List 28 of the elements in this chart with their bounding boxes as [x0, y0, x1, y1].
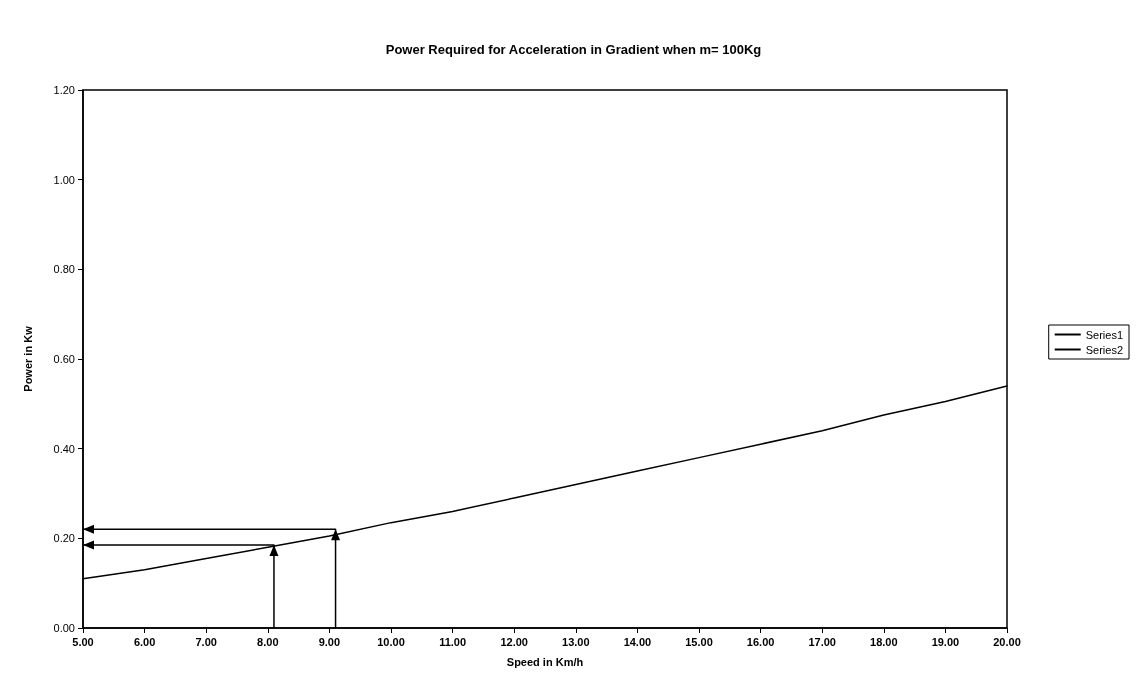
- legend-label: Series2: [1085, 343, 1123, 356]
- y-tick-label: 1.20: [53, 84, 75, 96]
- x-tick-label: 8.00: [257, 635, 279, 648]
- x-tick-label: 10.00: [377, 635, 405, 648]
- y-axis-title: Power in Kw: [21, 325, 34, 392]
- x-tick-label: 15.00: [685, 635, 713, 648]
- legend-label: Series1: [1085, 328, 1123, 341]
- x-tick-label: 6.00: [133, 635, 156, 648]
- x-tick-label: 14.00: [623, 635, 652, 648]
- x-tick-label: 12.00: [500, 635, 528, 648]
- x-tick-label: 13.00: [562, 635, 590, 648]
- x-tick-label: 7.00: [195, 635, 217, 648]
- x-tick-label: 17.00: [808, 635, 836, 648]
- chart-title: Power Required for Acceleration in Gradient when m= 100Kg: [385, 42, 762, 57]
- x-tick-label: 16.00: [746, 635, 775, 648]
- y-tick-label: 0.40: [53, 442, 75, 455]
- y-tick-label: 0.60: [53, 353, 75, 365]
- x-tick-label: 9.00: [318, 635, 341, 648]
- x-tick-label: 19.00: [931, 635, 960, 648]
- x-tick-label: 18.00: [870, 635, 898, 648]
- x-tick-label: 11.00: [439, 635, 467, 648]
- y-tick-label: 0.20: [53, 532, 75, 545]
- y-tick-label: 0.00: [53, 622, 75, 634]
- y-tick-label: 0.80: [53, 263, 75, 276]
- x-axis-title: Speed in Km/h: [506, 655, 584, 668]
- y-tick-label: 1.00: [53, 173, 75, 186]
- x-tick-label: 20.00: [993, 635, 1021, 648]
- x-tick-label: 5.00: [72, 635, 94, 648]
